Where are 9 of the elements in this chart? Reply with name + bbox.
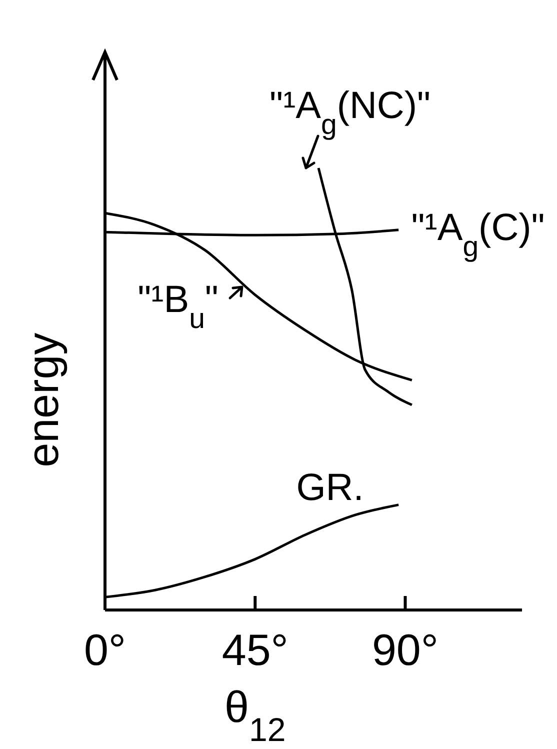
x-tick-label: 45°	[222, 626, 288, 675]
y-axis-title: energy	[19, 332, 68, 468]
x-tick-label: 90°	[372, 626, 439, 675]
series-label: "¹A$_{g}$(NC)"	[269, 85, 431, 141]
series-label: GR.	[296, 467, 364, 509]
x-axis-title: θ$_{12}$	[224, 683, 286, 748]
series-label: "¹A$_{g}$(C)"	[411, 207, 545, 263]
legend-label: "¹B$_{u}$"	[138, 279, 218, 335]
x-tick-label: 0°	[84, 626, 126, 675]
